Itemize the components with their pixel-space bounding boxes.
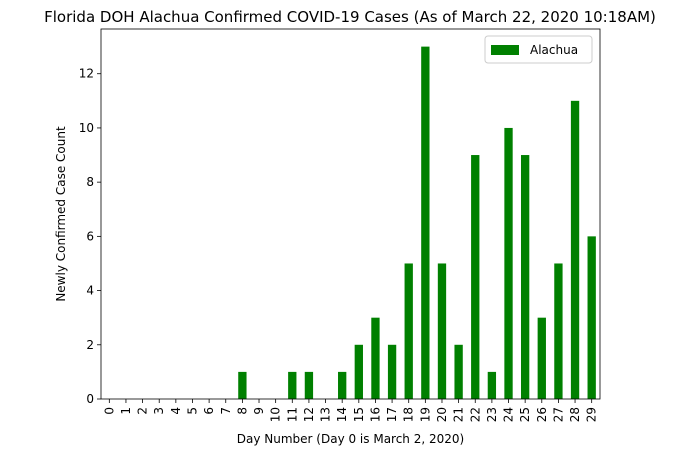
x-tick-label: 28	[568, 407, 582, 422]
bar-day-23	[487, 371, 497, 399]
x-tick-label: 12	[302, 407, 316, 422]
x-tick-label: 24	[502, 407, 516, 422]
y-axis-label: Newly Confirmed Case Count	[54, 126, 68, 302]
x-tick-label: 19	[418, 407, 432, 422]
bar-day-21	[454, 344, 463, 399]
x-tick-label: 27	[551, 407, 565, 422]
legend-label-alachua: Alachua	[530, 43, 578, 57]
legend-box	[484, 35, 593, 64]
y-axis: 0 2 4 6 8 10 12	[79, 67, 101, 406]
y-tick-label: 8	[86, 175, 94, 189]
x-tick-label: 3	[152, 407, 166, 415]
x-tick-label: 13	[319, 407, 333, 422]
bar-day-24	[504, 127, 513, 399]
y-tick-label: 6	[86, 229, 94, 243]
x-tick-label: 7	[219, 407, 233, 415]
plot-frame	[100, 28, 601, 400]
x-tick-label: 9	[252, 407, 266, 415]
x-tick-label: 22	[468, 407, 482, 422]
bar-day-28	[570, 100, 580, 399]
x-tick-label: 20	[435, 407, 449, 422]
bar-day-25	[520, 155, 530, 399]
x-tick-label: 14	[335, 407, 349, 422]
chart-title: Florida DOH Alachua Confirmed COVID-19 C…	[44, 8, 656, 26]
y-tick-label: 4	[86, 284, 94, 298]
bars-group	[238, 46, 596, 400]
bar-day-17	[387, 344, 397, 399]
bar-day-12	[304, 371, 314, 399]
bar-day-8	[238, 371, 247, 399]
x-axis-label: Day Number (Day 0 is March 2, 2020)	[237, 432, 464, 446]
x-tick-label: 26	[535, 407, 549, 422]
bar-day-16	[371, 317, 380, 399]
bar-day-26	[537, 317, 546, 399]
y-tick-label: 10	[79, 121, 94, 135]
bar-day-14	[338, 371, 347, 399]
x-tick-label: 8	[235, 407, 249, 415]
x-tick-label: 1	[119, 407, 133, 415]
bar-day-11	[288, 371, 297, 399]
x-tick-label: 6	[202, 407, 216, 415]
legend-swatch-alachua	[491, 45, 519, 55]
x-tick-label: 17	[385, 407, 399, 422]
x-tick-label: 23	[485, 407, 499, 422]
bar-day-27	[554, 263, 563, 399]
x-tick-label: 25	[518, 407, 532, 422]
x-tick-label: 4	[169, 407, 183, 415]
x-tick-label: 11	[285, 407, 299, 422]
x-tick-label: 5	[185, 407, 199, 415]
x-tick-label: 21	[452, 407, 466, 422]
x-axis: 0 1 2 3 4 5 6 7 8 9 10 11 12 13 14 15 16 17 18 19 20 21 22 23 24…	[102, 399, 599, 422]
x-tick-label: 0	[102, 407, 116, 415]
y-tick-label: 0	[86, 392, 94, 406]
bar-day-20	[437, 263, 447, 399]
x-tick-label: 18	[402, 407, 416, 422]
x-tick-label: 15	[352, 407, 366, 422]
legend: Alachua	[484, 35, 593, 64]
bar-day-18	[404, 263, 413, 399]
y-tick-label: 2	[86, 338, 94, 352]
x-tick-label: 29	[585, 407, 599, 422]
bar-day-19	[421, 46, 430, 400]
x-tick-label: 2	[136, 407, 150, 415]
bar-day-29	[587, 236, 596, 399]
bar-day-22	[471, 155, 480, 399]
bar-day-15	[354, 344, 363, 399]
y-tick-label: 12	[79, 67, 94, 81]
x-tick-label: 16	[368, 407, 382, 422]
x-tick-label: 10	[269, 407, 283, 422]
